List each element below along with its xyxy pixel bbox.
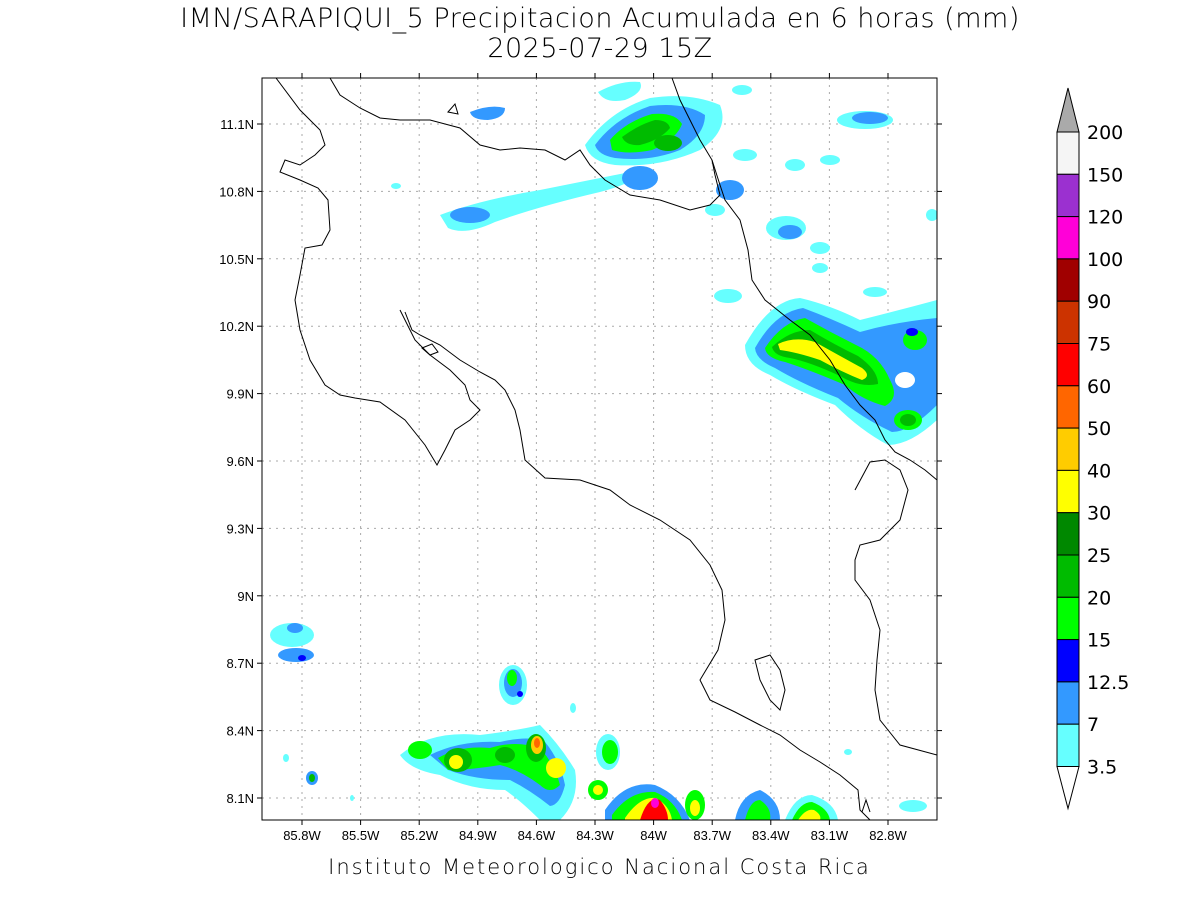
lon-tick-label: 84.3W — [576, 828, 614, 843]
colorbar-label: 90 — [1087, 291, 1111, 313]
colorbar-label: 60 — [1087, 376, 1111, 398]
lon-tick-label: 84.9W — [459, 828, 497, 843]
map-subtitle-date: 2025-07-29 15Z — [487, 33, 713, 64]
colorbar-label: 100 — [1087, 249, 1123, 271]
lon-tick-label: 85.5W — [342, 828, 380, 843]
footer-credit: Instituto Meteorologico Nacional Costa R… — [328, 855, 871, 879]
lon-tick-label: 85.8W — [283, 828, 321, 843]
colorbar-label: 150 — [1087, 164, 1123, 186]
colorbar-swatch — [1056, 639, 1080, 683]
colorbar-label: 120 — [1087, 207, 1123, 229]
lat-tick-label: 8.7N — [227, 656, 254, 671]
colorbar-swatch — [1056, 723, 1080, 768]
colorbar-swatch — [1056, 469, 1080, 514]
lat-tick-label: 10.8N — [219, 184, 254, 199]
colorbar-label: 15 — [1087, 630, 1111, 652]
lat-tick-label: 8.1N — [227, 791, 254, 806]
lat-tick-label: 10.2N — [219, 319, 254, 334]
lat-tick-label: 11.1N — [220, 117, 254, 132]
colorbar-swatch — [1056, 343, 1080, 387]
colorbar-swatch — [1056, 596, 1080, 641]
lon-tick-label: 85.2W — [400, 828, 438, 843]
lat-tick-label: 8.4N — [227, 724, 254, 739]
lon-tick-label: 82.8W — [869, 828, 907, 843]
map-frame — [261, 77, 938, 821]
rain-cell-caribbean — [745, 298, 937, 445]
lon-tick-label: 84.6W — [518, 828, 556, 843]
colorbar-label: 25 — [1087, 545, 1111, 567]
colorbar-swatch — [1056, 512, 1080, 556]
colorbar-swatch — [1056, 427, 1080, 471]
colorbar-swatch — [1056, 681, 1080, 725]
lon-tick-label: 83.1W — [811, 828, 849, 843]
lon-tick-label: 83.7W — [693, 828, 731, 843]
precipitation-field — [270, 81, 937, 820]
colorbar: 200 150 120 100 90 75 60 50 40 30 25 20 15 12.5 7 3.5 — [1056, 87, 1129, 811]
gridlines — [262, 78, 937, 820]
colorbar-swatch — [1056, 385, 1080, 429]
colorbar-label: 3.5 — [1087, 757, 1117, 779]
colorbar-label: 75 — [1087, 334, 1111, 356]
colorbar-top-arrow — [1056, 87, 1080, 133]
rain-cell-west — [270, 623, 354, 801]
colorbar-swatch — [1056, 131, 1080, 175]
lat-tick-label: 10.5N — [219, 252, 254, 267]
colorbar-label: 40 — [1087, 460, 1111, 482]
colorbar-label: 200 — [1087, 122, 1123, 144]
lat-tick-label: 9.3N — [227, 521, 254, 536]
colorbar-swatch — [1056, 554, 1080, 598]
colorbar-label: 50 — [1087, 418, 1111, 440]
lon-tick-label: 84W — [640, 828, 667, 843]
rain-cell-north — [391, 81, 937, 303]
colorbar-swatch — [1056, 173, 1080, 218]
lon-tick-label: 83.4W — [752, 828, 790, 843]
colorbar-label: 12.5 — [1087, 672, 1129, 694]
lat-tick-label: 9.9N — [227, 387, 254, 402]
colorbar-swatch — [1056, 216, 1080, 260]
colorbar-label: 30 — [1087, 503, 1111, 525]
latitude-axis: 11.1N 10.8N 10.5N 10.2N 9.9N 9.6N 9.3N 9N 8.7N 8.… — [219, 117, 942, 806]
colorbar-swatch — [1056, 300, 1080, 345]
colorbar-label: 7 — [1087, 714, 1099, 736]
map-title: IMN/SARAPIQUI_5 Precipitacion Acumulada … — [180, 3, 1020, 34]
colorbar-swatch — [1056, 258, 1080, 302]
colorbar-label: 20 — [1087, 587, 1111, 609]
coastlines — [275, 78, 937, 820]
lat-tick-label: 9N — [237, 589, 254, 604]
colorbar-bottom-arrow — [1056, 766, 1080, 811]
rain-cell-south — [400, 665, 927, 820]
longitude-axis: 85.8W 85.5W 85.2W 84.9W 84.6W 84.3W 84W 83.7W 83… — [283, 73, 908, 843]
lat-tick-label: 9.6N — [227, 454, 254, 469]
